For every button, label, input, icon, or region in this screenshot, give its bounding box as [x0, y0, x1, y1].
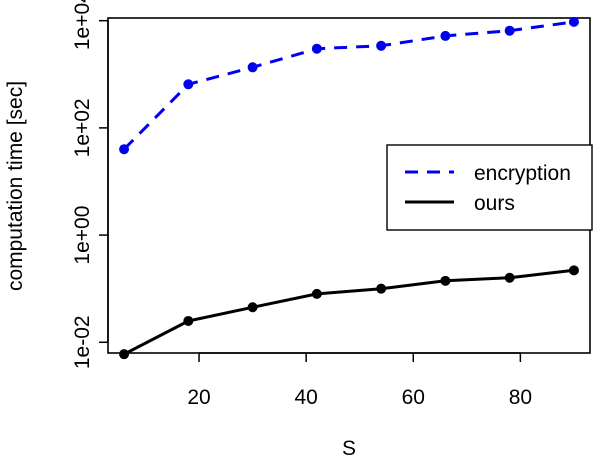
data-point-encryption [119, 144, 130, 155]
data-point-ours [119, 349, 130, 360]
x-axis-label: S [342, 437, 356, 460]
data-point-encryption [183, 79, 194, 90]
x-tick-label: 80 [509, 386, 532, 409]
y-tick-label: 1e+00 [71, 206, 94, 265]
series-layer [119, 16, 579, 360]
legend-label-encryption: encryption [474, 162, 571, 185]
data-point-encryption [376, 40, 387, 51]
data-point-ours [311, 288, 322, 299]
legend-label-ours: ours [474, 192, 515, 215]
x-tick-label: 40 [294, 386, 317, 409]
series-line-ours [123, 268, 575, 356]
data-point-encryption [504, 25, 515, 36]
data-point-ours [504, 272, 515, 283]
data-point-ours [568, 265, 579, 276]
x-axis: 20 40 60 80 [187, 352, 532, 409]
x-tick-label: 20 [187, 386, 210, 409]
x-tick-label: 60 [402, 386, 425, 409]
data-point-encryption [311, 43, 322, 54]
data-point-encryption [440, 30, 451, 41]
y-tick-label: 1e+02 [71, 98, 94, 157]
y-tick-label: 1e-02 [71, 315, 94, 369]
data-point-ours [440, 275, 451, 286]
data-point-ours [376, 283, 387, 294]
series-line-encryption [123, 20, 575, 151]
y-axis: 1e-02 1e+00 1e+02 1e+04 [71, 0, 109, 369]
data-point-encryption [568, 16, 579, 27]
legend: encryption ours [386, 144, 593, 231]
data-point-encryption [247, 62, 258, 73]
data-point-ours [247, 302, 258, 313]
y-tick-label: 1e+04 [71, 0, 94, 50]
data-point-ours [183, 315, 194, 326]
legend-box [386, 144, 593, 231]
y-axis-label: computation time [sec] [4, 81, 27, 291]
